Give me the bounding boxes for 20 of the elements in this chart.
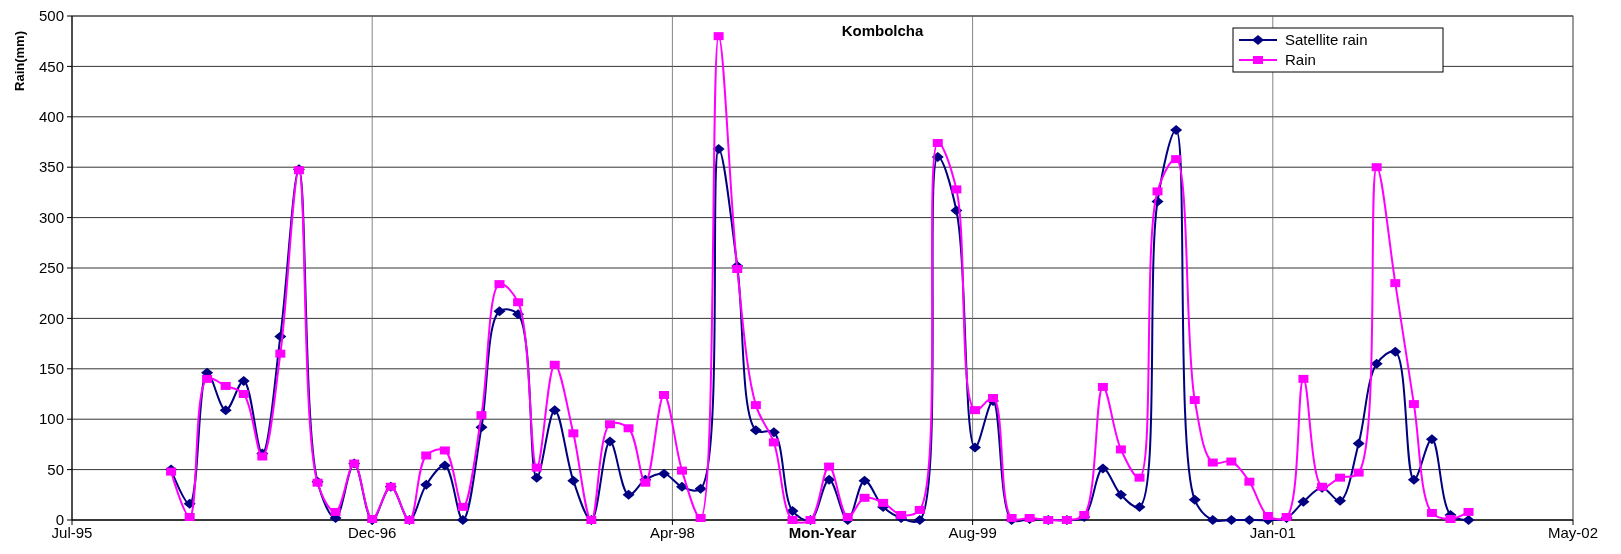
legend-label: Satellite rain bbox=[1285, 31, 1368, 49]
x-tick-label: Dec-96 bbox=[348, 524, 397, 541]
y-tick-label: 350 bbox=[38, 158, 64, 176]
x-tick-label: Apr-98 bbox=[649, 524, 695, 541]
y-tick-label: 200 bbox=[38, 309, 64, 327]
y-tick-label: 400 bbox=[38, 108, 64, 126]
x-tick-label: Aug-99 bbox=[948, 524, 997, 541]
y-tick-label: 450 bbox=[38, 57, 64, 75]
y-tick-label: 250 bbox=[38, 259, 64, 277]
y-tick-label: 300 bbox=[38, 208, 64, 226]
x-tick-label: May-02 bbox=[1547, 524, 1599, 541]
legend-label: Rain bbox=[1285, 51, 1316, 69]
y-tick-label: 500 bbox=[38, 7, 64, 25]
x-axis-title: Mon-Year bbox=[788, 524, 857, 541]
y-tick-label: 100 bbox=[38, 410, 64, 428]
y-tick-label: 50 bbox=[47, 460, 64, 478]
y-axis-title: Rain(mm) bbox=[12, 31, 27, 91]
y-tick-label: 150 bbox=[38, 360, 64, 378]
chart-title: Kombolcha bbox=[841, 22, 925, 39]
x-tick-label: Jan-01 bbox=[1249, 524, 1296, 541]
